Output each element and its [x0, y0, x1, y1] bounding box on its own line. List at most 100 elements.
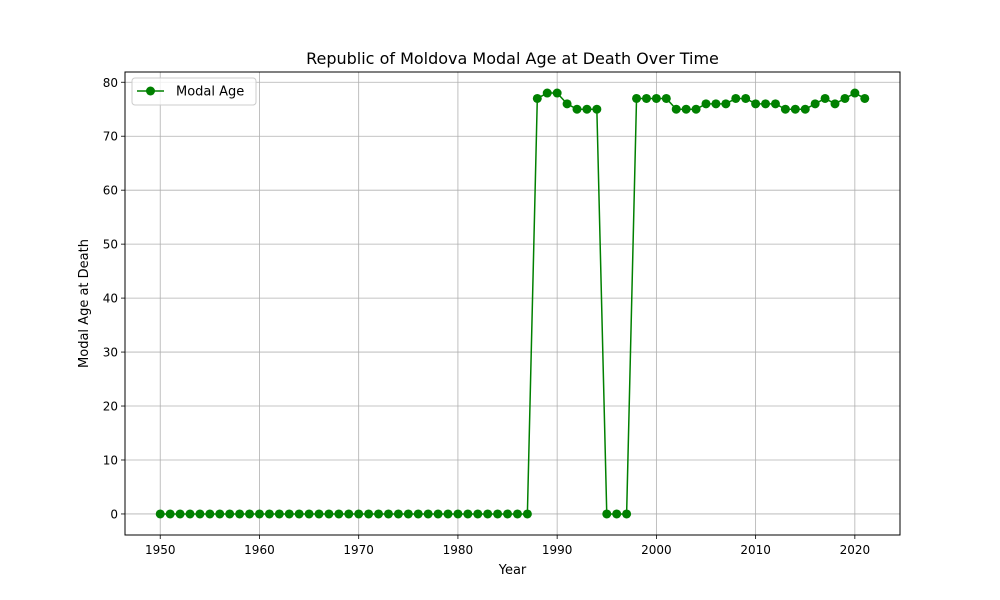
data-point: [374, 509, 384, 519]
x-tick-label: 2000: [641, 543, 672, 557]
data-point: [840, 93, 850, 103]
data-point: [810, 99, 820, 109]
y-tick-label: 70: [103, 130, 118, 144]
data-point: [701, 99, 711, 109]
data-point: [493, 509, 503, 519]
data-point: [364, 509, 374, 519]
data-point: [334, 509, 344, 519]
data-point: [850, 88, 860, 98]
data-point: [324, 509, 334, 519]
data-point: [274, 509, 284, 519]
y-tick-label: 10: [103, 453, 118, 467]
data-point: [721, 99, 731, 109]
data-point: [761, 99, 771, 109]
y-tick-label: 20: [103, 400, 118, 414]
data-point: [473, 509, 483, 519]
x-tick-label: 1980: [443, 543, 474, 557]
data-point: [830, 99, 840, 109]
y-tick-label: 30: [103, 346, 118, 360]
y-axis-label: Modal Age at Death: [77, 239, 92, 368]
data-point: [483, 509, 493, 519]
data-point: [681, 104, 691, 114]
data-point: [433, 509, 443, 519]
data-point: [284, 509, 294, 519]
x-tick-label: 1960: [244, 543, 275, 557]
y-tick-label: 50: [103, 238, 118, 252]
data-point: [562, 99, 572, 109]
data-point: [215, 509, 225, 519]
y-tick-label: 0: [110, 507, 118, 521]
data-point: [294, 509, 304, 519]
data-point: [512, 509, 522, 519]
x-tick-label: 2010: [740, 543, 771, 557]
data-point: [463, 509, 473, 519]
x-tick-label: 1990: [542, 543, 573, 557]
data-point: [582, 104, 592, 114]
data-point: [423, 509, 433, 519]
data-point: [552, 88, 562, 98]
data-point: [225, 509, 235, 519]
data-point: [235, 509, 245, 519]
data-point: [860, 93, 870, 103]
data-point: [314, 509, 324, 519]
data-point: [205, 509, 215, 519]
data-point: [383, 509, 393, 519]
data-point: [532, 93, 542, 103]
data-point: [264, 509, 274, 519]
data-point: [671, 104, 681, 114]
data-point: [453, 509, 463, 519]
data-point: [790, 104, 800, 114]
data-point: [165, 509, 175, 519]
plot-frame: [124, 71, 901, 536]
data-point: [443, 509, 453, 519]
data-point: [612, 509, 622, 519]
data-point: [661, 93, 671, 103]
y-tick-label: 60: [103, 184, 118, 198]
data-point: [741, 93, 751, 103]
data-point: [155, 509, 165, 519]
data-point: [731, 93, 741, 103]
legend-marker-swatch: [146, 86, 155, 96]
data-point: [622, 509, 632, 519]
data-point: [542, 88, 552, 98]
legend-box: [131, 77, 257, 106]
data-point: [175, 509, 185, 519]
data-point: [254, 509, 264, 519]
data-point: [195, 509, 205, 519]
data-point: [245, 509, 255, 519]
chart-title: Republic of Moldova Modal Age at Death O…: [306, 49, 719, 68]
data-point: [354, 509, 364, 519]
data-point: [641, 93, 651, 103]
data-point: [592, 104, 602, 114]
data-point: [185, 509, 195, 519]
data-point: [503, 509, 513, 519]
x-tick-label: 1950: [145, 543, 176, 557]
data-point: [711, 99, 721, 109]
axis-ticks: 1950 1960 1970 1980 1990 2000 2010 2020 0 10 20 30 4…: [103, 76, 870, 557]
data-point: [800, 104, 810, 114]
legend-label: Modal Age: [176, 85, 244, 100]
data-point: [651, 93, 661, 103]
data-point: [304, 509, 314, 519]
y-tick-label: 80: [103, 76, 118, 90]
data-point: [751, 99, 761, 109]
data-point: [413, 509, 423, 519]
data-point: [770, 99, 780, 109]
x-axis-label: Year: [498, 563, 527, 578]
x-tick-label: 1970: [343, 543, 374, 557]
series-layer: [155, 88, 870, 519]
legend: Modal Age: [131, 77, 257, 106]
y-tick-label: 40: [103, 292, 118, 306]
x-tick-label: 2020: [840, 543, 871, 557]
data-point: [393, 509, 403, 519]
data-point: [344, 509, 354, 519]
data-point: [602, 509, 612, 519]
data-point: [403, 509, 413, 519]
data-point: [820, 93, 830, 103]
data-point: [572, 104, 582, 114]
data-point: [691, 104, 701, 114]
data-point: [632, 93, 642, 103]
data-point: [780, 104, 790, 114]
data-point: [522, 509, 532, 519]
